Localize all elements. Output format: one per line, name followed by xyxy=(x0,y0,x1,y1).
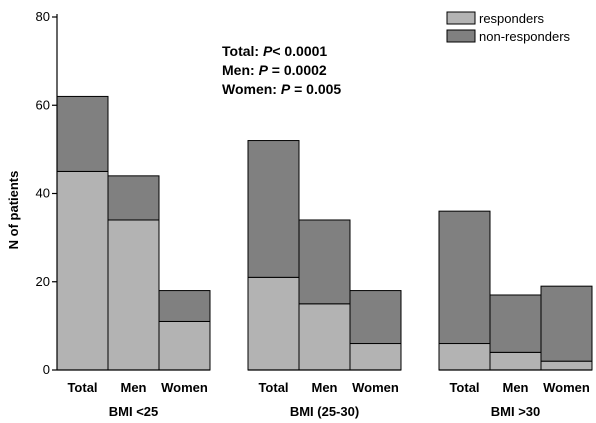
legend-swatch xyxy=(446,29,476,43)
bars-layer xyxy=(56,95,593,371)
p-value-annotation: Women: P = 0.005 xyxy=(222,81,341,97)
bar-responders xyxy=(438,343,491,371)
bar-non-responders xyxy=(107,175,160,221)
bar-responders xyxy=(540,360,593,371)
x-group-label: BMI <25 xyxy=(109,404,159,419)
bar-responders xyxy=(247,276,300,371)
bar-non-responders xyxy=(247,140,300,278)
bar-responders xyxy=(107,219,160,371)
p-value-annotation: Total: P< 0.0001 xyxy=(222,43,327,59)
y-tick-label: 80 xyxy=(36,9,50,24)
bar-responders xyxy=(56,170,109,371)
p-value-annotation: Men: P = 0.0002 xyxy=(222,62,327,78)
y-tick-label: 60 xyxy=(36,97,50,112)
x-group-label: BMI >30 xyxy=(491,404,541,419)
x-category-label: Women xyxy=(543,380,590,395)
bar-responders xyxy=(489,351,542,371)
legend-swatch xyxy=(446,11,476,25)
legend: responders non-responders xyxy=(446,11,571,44)
bar-non-responders xyxy=(56,95,109,172)
bar-non-responders xyxy=(540,285,593,362)
y-tick-label: 40 xyxy=(36,186,50,201)
x-category-label: Total xyxy=(258,380,288,395)
y-axis: 0 20 40 60 80 xyxy=(36,9,58,377)
x-group-label: BMI (25-30) xyxy=(290,404,359,419)
y-tick-label: 0 xyxy=(43,362,50,377)
x-category-label: Men xyxy=(312,380,338,395)
bar-non-responders xyxy=(438,210,491,345)
x-category-label: Women xyxy=(352,380,399,395)
x-category-label: Women xyxy=(161,380,208,395)
bar-responders xyxy=(298,303,351,371)
bar-non-responders xyxy=(158,290,211,322)
x-category-label: Total xyxy=(449,380,479,395)
bar-non-responders xyxy=(349,290,402,345)
legend-label: responders xyxy=(479,11,545,26)
x-category-label: Total xyxy=(67,380,97,395)
x-category-label: Men xyxy=(121,380,147,395)
bar-responders xyxy=(349,343,402,371)
y-axis-label: N of patients xyxy=(6,171,21,250)
p-value-annotations: Total: P< 0.0001 Men: P = 0.0002 Women: P … xyxy=(222,43,341,97)
x-category-label: Men xyxy=(503,380,529,395)
y-tick-label: 20 xyxy=(36,274,50,289)
bar-responders xyxy=(158,320,211,371)
legend-label: non-responders xyxy=(479,29,571,44)
bar-non-responders xyxy=(489,294,542,353)
bar-non-responders xyxy=(298,219,351,305)
